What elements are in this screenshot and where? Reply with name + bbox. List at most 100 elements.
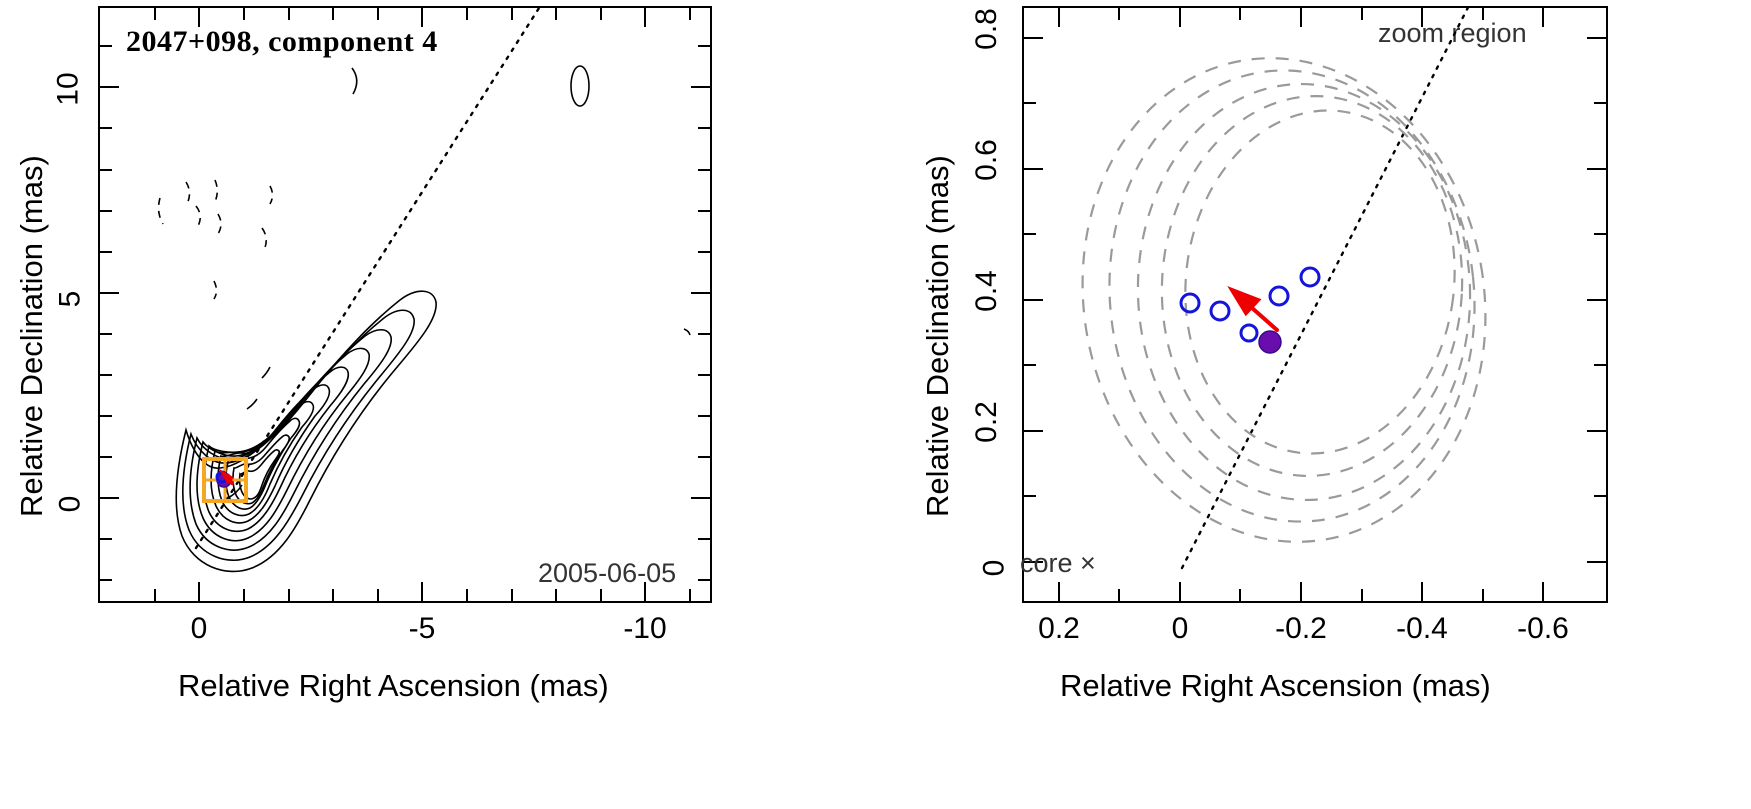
noise-contour	[351, 67, 358, 95]
right-xtick	[1118, 589, 1120, 603]
noise-contour-negative	[269, 185, 274, 205]
observation-date-label: 2005-06-05	[538, 558, 677, 588]
proper-motion-arrowhead-small	[218, 468, 235, 485]
left-ytick	[98, 374, 112, 376]
left-xtick-top	[243, 6, 245, 20]
right-ytick-right	[1587, 561, 1608, 563]
right-ytick	[1022, 102, 1036, 104]
right-ytick	[1022, 233, 1036, 235]
noise-contour	[570, 65, 590, 107]
left-ytick-right	[691, 292, 712, 294]
right-ytick	[1022, 299, 1043, 301]
left-ytick-right	[698, 169, 712, 171]
left-xtick	[198, 582, 200, 603]
right-ytick	[1022, 168, 1043, 170]
left-plot-frame	[98, 6, 712, 603]
left-x-axis-title: Relative Right Ascension (mas)	[178, 668, 609, 703]
right-panel-graphics	[1081, 8, 1487, 570]
left-ytick-right	[691, 497, 712, 499]
left-ytick-right	[698, 579, 712, 581]
left-xtick	[421, 582, 423, 603]
right-xtick-label: 0	[1171, 612, 1189, 645]
left-xtick-label: -5	[408, 612, 436, 645]
left-xtick	[600, 589, 602, 603]
right-xtick-top	[1542, 6, 1544, 27]
left-ytick-right	[698, 415, 712, 417]
component-marker-open	[1239, 323, 1259, 343]
left-ytick	[98, 251, 112, 253]
left-xtick-top	[377, 6, 379, 20]
source-contour-inner-knot	[238, 449, 281, 500]
source-contour-level-1	[175, 290, 437, 573]
right-ytick	[1022, 364, 1036, 366]
right-xtick	[1179, 582, 1181, 603]
right-x-axis-title: Relative Right Ascension (mas)	[1060, 668, 1491, 703]
component-marker-filled	[1258, 330, 1282, 354]
left-ytick	[98, 497, 119, 499]
right-xtick-top	[1118, 6, 1120, 20]
left-xtick-top	[198, 6, 200, 27]
jet-axis-line-zoom	[1180, 8, 1470, 570]
right-xtick	[1361, 589, 1363, 603]
left-ytick	[98, 292, 119, 294]
left-ytick-right	[698, 210, 712, 212]
source-contour-level-6	[210, 384, 331, 524]
source-contour-level-8	[225, 417, 301, 510]
right-xtick	[1482, 589, 1484, 603]
left-xtick-top	[511, 6, 513, 20]
left-xtick	[154, 589, 156, 603]
component-marker-open	[1209, 300, 1231, 322]
noise-contour-negative	[185, 181, 191, 207]
left-ytick-right	[698, 374, 712, 376]
right-panel: 0.2 0 -0.2 -0.4 -0.6 0.8 0.6 0.4 0.2 0 R…	[880, 0, 1751, 809]
right-xtick	[1421, 582, 1423, 603]
left-ytick	[98, 210, 112, 212]
left-ytick	[98, 169, 112, 171]
left-xtick	[644, 582, 646, 603]
left-xtick	[689, 589, 691, 603]
right-xtick-label: -0.6	[1517, 612, 1569, 645]
right-ytick	[1022, 37, 1043, 39]
left-xtick-top	[332, 6, 334, 20]
right-xtick	[1542, 582, 1544, 603]
noise-contour-negative	[195, 205, 202, 229]
left-xtick	[511, 589, 513, 603]
right-ytick	[1022, 430, 1043, 432]
left-ytick-right	[691, 86, 712, 88]
left-xtick-label: -10	[623, 612, 667, 645]
left-ytick-right	[698, 456, 712, 458]
right-ytick	[1022, 495, 1036, 497]
right-xtick-top	[1361, 6, 1363, 20]
right-ytick-right	[1594, 102, 1608, 104]
noise-contour-negative	[217, 213, 222, 235]
core-label: core ×	[1020, 548, 1096, 578]
component-marker-open	[1179, 292, 1201, 314]
right-xtick-label: -0.2	[1275, 612, 1327, 645]
left-xtick-top	[154, 6, 156, 20]
left-xtick-top	[555, 6, 557, 20]
right-ytick-right	[1587, 37, 1608, 39]
jet-axis-line	[194, 8, 541, 550]
left-ytick	[98, 538, 112, 540]
component-marker-open	[1268, 285, 1290, 307]
left-xtick-top	[689, 6, 691, 20]
right-xtick	[1239, 589, 1241, 603]
error-ellipse	[1081, 57, 1487, 543]
right-xtick-top	[1421, 6, 1423, 27]
right-xtick-top	[1058, 6, 1060, 27]
right-xtick	[1058, 582, 1060, 603]
left-xtick-top	[288, 6, 290, 20]
right-ytick-right	[1587, 430, 1608, 432]
left-ytick	[98, 415, 112, 417]
noise-contour	[683, 328, 691, 336]
source-contour-level-2	[181, 309, 415, 561]
zoom-region-label: zoom region	[1378, 18, 1527, 48]
noise-contour-negative	[261, 227, 268, 253]
left-ytick-right	[698, 45, 712, 47]
left-ytick-right	[698, 333, 712, 335]
noise-contour-negative	[157, 197, 164, 225]
right-xtick-label: -0.4	[1396, 612, 1448, 645]
left-ytick	[98, 127, 112, 129]
left-xtick	[243, 589, 245, 603]
